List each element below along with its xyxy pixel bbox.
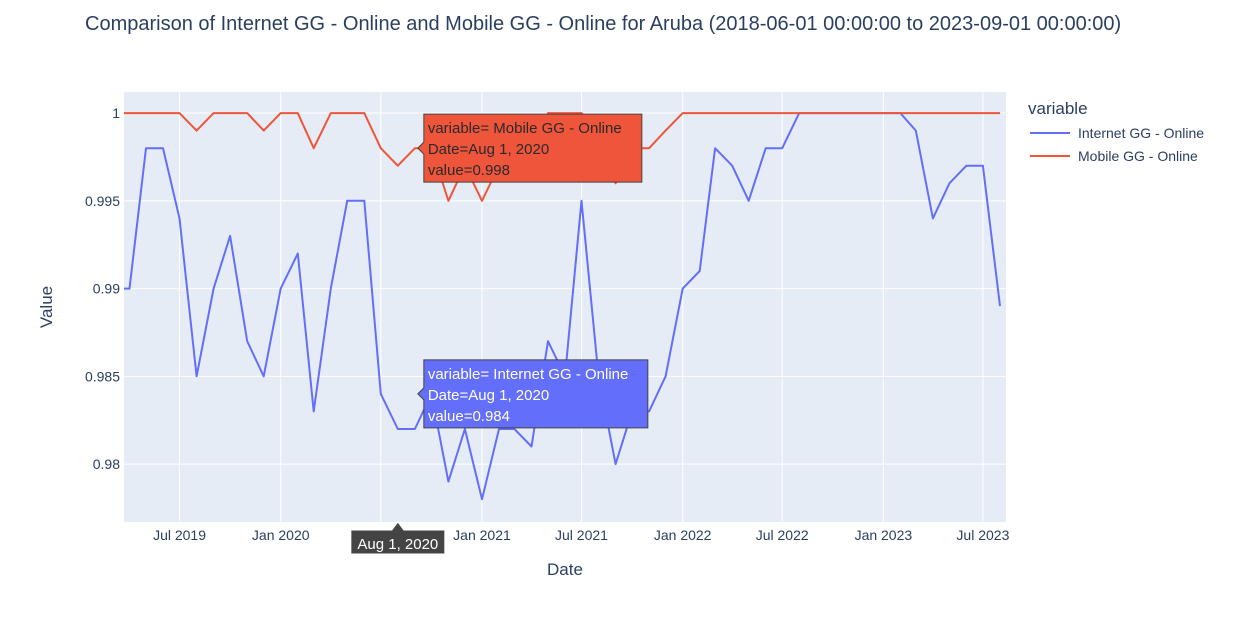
tooltip-box — [417, 113, 643, 183]
legend: variable Internet GG - Online Mobile GG -… — [1028, 99, 1204, 164]
legend-label: Internet GG - Online — [1078, 125, 1204, 141]
tooltip-line: value=0.998 — [428, 162, 510, 179]
x-tick-label: Jul 2019 — [153, 527, 206, 543]
tooltip-mobile: variable= Mobile GG - Online Date=Aug 1, … — [417, 113, 643, 183]
tooltip-line: variable= Mobile GG - Online — [428, 120, 622, 137]
x-tick-label: Jan 2022 — [654, 527, 712, 543]
x-tick-label: Jan 2023 — [855, 527, 913, 543]
hover-layer: variable= Mobile GG - Online Date=Aug 1, … — [350, 113, 649, 555]
x-tick-label: Jul 2022 — [756, 527, 809, 543]
legend-label: Mobile GG - Online — [1078, 148, 1198, 164]
x-tick-label: Jan 2021 — [453, 527, 511, 543]
chart-title: Comparison of Internet GG - Online and M… — [85, 13, 1121, 35]
tooltip-box — [417, 359, 649, 429]
y-tick-label: 0.98 — [93, 456, 120, 472]
y-tick-label: 0.995 — [85, 193, 120, 209]
tooltip-line: Date=Aug 1, 2020 — [428, 387, 549, 404]
legend-item[interactable]: Mobile GG - Online — [1030, 148, 1198, 164]
series-layer — [124, 112, 1001, 501]
y-tick-label: 0.985 — [85, 368, 120, 384]
y-tick-label: 0.99 — [93, 281, 120, 297]
x-hover-label: Aug 1, 2020 — [350, 521, 446, 555]
x-tick-label: Jul 2021 — [555, 527, 608, 543]
y-tick-labels: 0.98 0.985 0.99 0.995 1 — [85, 105, 120, 472]
legend-title: variable — [1028, 99, 1088, 118]
x-tick-label: Jan 2020 — [252, 527, 310, 543]
x-hover-label-text: Aug 1, 2020 — [357, 536, 438, 553]
x-axis-title: Date — [547, 560, 583, 579]
legend-item[interactable]: Internet GG - Online — [1030, 125, 1204, 141]
tooltip-internet: variable= Internet GG - Online Date=Aug 1… — [417, 359, 649, 429]
series-line-mobile-gg-online — [124, 112, 1000, 202]
y-tick-label: 1 — [112, 105, 120, 121]
tooltip-line: value=0.984 — [428, 408, 510, 425]
tooltip-line: Date=Aug 1, 2020 — [428, 141, 549, 158]
y-axis-title: Value — [37, 286, 56, 328]
tooltip-line: variable= Internet GG - Online — [428, 366, 629, 383]
x-hover-label-box — [350, 521, 446, 555]
x-tick-label: Jul 2023 — [956, 527, 1009, 543]
